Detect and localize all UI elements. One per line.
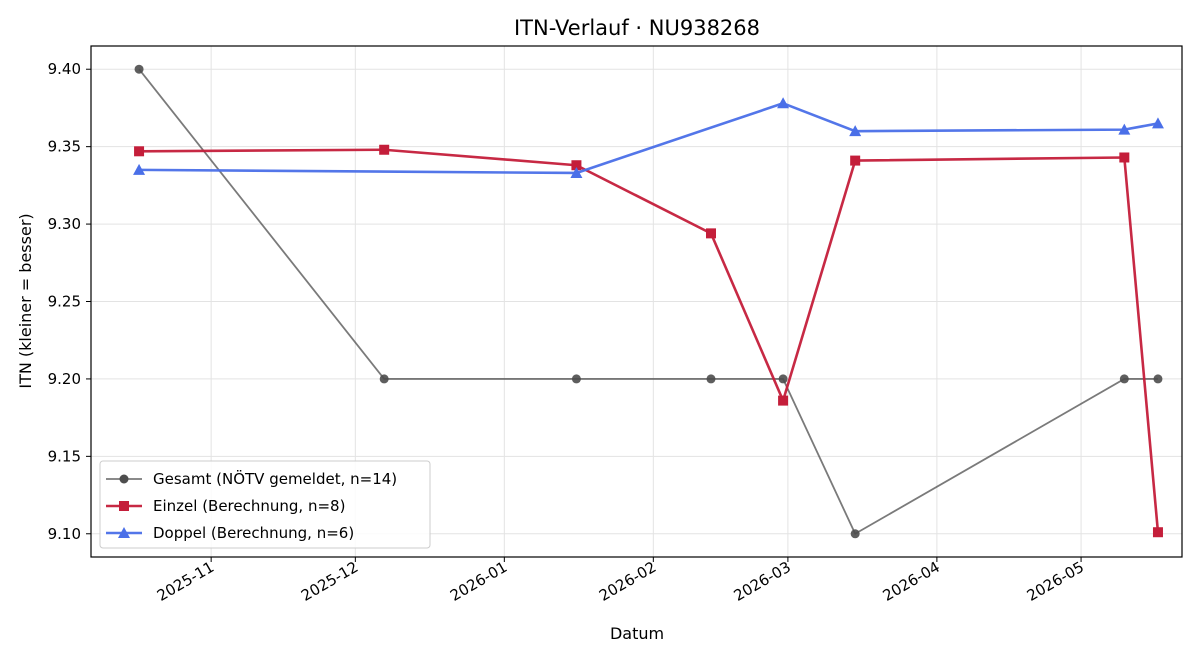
y-tick-label: 9.20 xyxy=(48,370,81,388)
series-1-point xyxy=(705,228,716,239)
legend-marker xyxy=(119,474,129,484)
series-0-line xyxy=(138,68,1158,535)
series-0-point xyxy=(134,64,144,74)
legend-label: Einzel (Berechnung, n=8) xyxy=(153,497,345,515)
series-0-point xyxy=(706,374,716,384)
legend-marker xyxy=(119,501,129,511)
series-1-point xyxy=(571,160,582,171)
series-0 xyxy=(134,64,1163,539)
y-tick-label: 9.40 xyxy=(48,60,81,78)
y-tick-label: 9.25 xyxy=(48,293,81,311)
legend-entry-1: Einzel (Berechnung, n=8) xyxy=(106,497,345,515)
x-tick-label: 2026-05 xyxy=(1024,558,1087,605)
series-1-line xyxy=(139,148,1160,533)
series-2-line xyxy=(139,101,1159,175)
series-1-point xyxy=(778,395,789,406)
series-0-point xyxy=(778,374,788,384)
x-axis-ticks: 2025-11 2025-12 2026-01 2026-02 2026-03 2026-… xyxy=(154,557,1087,605)
series-2-point xyxy=(849,125,862,137)
series-0-point xyxy=(850,529,860,539)
legend-frame xyxy=(99,460,431,549)
y-axis-ticks: 9.10 9.15 9.20 9.25 9.30 9.35 9.40 xyxy=(48,60,91,543)
legend: Gesamt (NÖTV gemeldet, n=14) Einzel (Bere… xyxy=(99,460,431,549)
series-2-point xyxy=(1118,123,1131,135)
series-2-point xyxy=(133,163,146,175)
x-tick-label: 2025-12 xyxy=(298,558,361,605)
y-axis-label: ITN (kleiner = besser) xyxy=(16,213,35,388)
x-tick-label: 2026-01 xyxy=(447,558,510,605)
series-1 xyxy=(134,144,1163,538)
series-2 xyxy=(133,97,1164,178)
legend-marker xyxy=(118,527,130,538)
x-tick-label: 2026-03 xyxy=(731,558,794,605)
series-0-point xyxy=(379,374,389,384)
legend-entry-0: Gesamt (NÖTV gemeldet, n=14) xyxy=(106,469,397,488)
series-1-point xyxy=(134,146,145,157)
series-0-point xyxy=(1153,374,1163,384)
series-0-point xyxy=(571,374,581,384)
x-axis-label: Datum xyxy=(610,624,664,643)
series-2-point xyxy=(570,166,583,178)
x-tick-label: 2025-11 xyxy=(154,558,217,605)
series-1-point xyxy=(850,155,861,166)
series-2-point xyxy=(1151,117,1164,129)
series-1-point xyxy=(1152,527,1163,538)
legend-entry-2: Doppel (Berechnung, n=6) xyxy=(106,524,354,542)
series-2-point xyxy=(777,97,790,109)
x-tick-label: 2026-02 xyxy=(596,558,659,605)
legend-label: Doppel (Berechnung, n=6) xyxy=(153,524,354,542)
y-tick-label: 9.15 xyxy=(48,447,81,465)
y-tick-label: 9.10 xyxy=(48,525,81,543)
legend-label: Gesamt (NÖTV gemeldet, n=14) xyxy=(153,469,397,488)
chart-title: ITN-Verlauf · NU938268 xyxy=(514,16,760,40)
series-0-point xyxy=(1119,374,1129,384)
y-tick-label: 9.30 xyxy=(48,215,81,233)
series-1-point xyxy=(379,144,390,155)
series-layer xyxy=(133,64,1164,539)
y-tick-label: 9.35 xyxy=(48,138,81,156)
x-tick-label: 2026-04 xyxy=(880,558,943,605)
series-1-point xyxy=(1119,152,1130,163)
